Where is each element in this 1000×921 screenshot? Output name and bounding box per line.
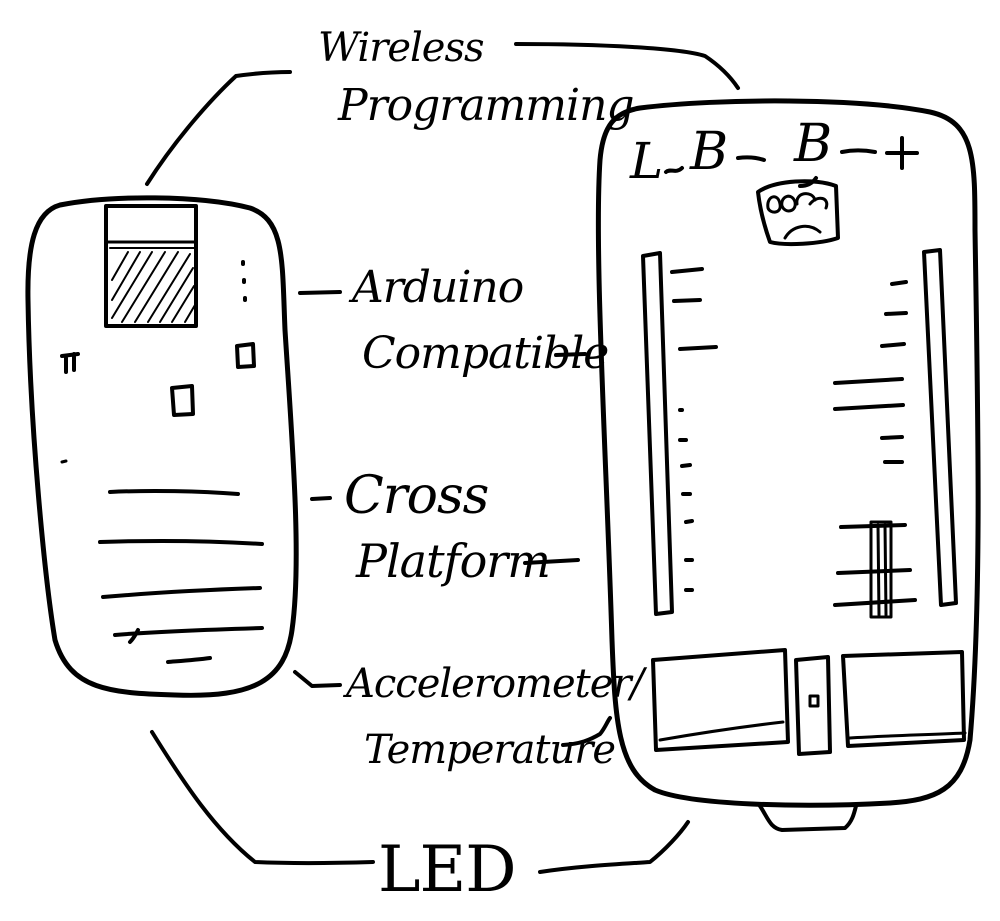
callout-temp-right [561,716,612,747]
callout-accel-left [293,670,342,688]
label-temperature: Temperature [364,727,616,773]
switch-knob [808,694,820,708]
left-device-outline [25,195,299,698]
bottom-tab [758,804,858,832]
bottom-box-left [651,648,790,752]
sensor-square-center [170,384,195,417]
small-tick [60,459,68,464]
battery-component [756,179,840,247]
callout-wireless-left [145,70,292,186]
right-device [595,98,981,832]
usb-module-outline [104,204,198,328]
bottom-box-right-line [848,731,967,740]
callout-arduino-left [298,290,342,295]
label-wireless: Wireless [318,25,485,71]
label-platform: Platform [356,534,551,588]
label-accelerometer: Accelerometer/ [346,661,644,707]
callout-arduino-right [554,352,587,357]
callout-platform-right [523,558,580,565]
sensor-mark-left [60,352,80,374]
sensor-square-right [235,342,256,369]
left-pin-strip [641,251,674,616]
label-compatible: Compatible [362,328,609,379]
right-device-outline [595,98,981,808]
callout-led-right [538,820,690,874]
pin-label-l: L [630,132,663,190]
callout-led-left [150,730,375,866]
right-pin-strip [922,248,958,607]
vertical-component [869,520,893,619]
pin-label-b-second: B [794,114,832,174]
right-pin-dashes [833,280,917,607]
label-cross: Cross [344,466,489,526]
usb-module-hatching [111,251,196,323]
pin-label-b-first: B [690,122,728,182]
bottom-box-left-line [658,720,785,742]
left-device-lines [98,488,264,664]
battery-component-detail [766,192,829,240]
bottom-switch [794,655,832,756]
callout-lines [145,42,740,874]
header-dashes [664,136,919,188]
label-arduino: Arduino [352,262,524,313]
bottom-box-right [841,650,966,748]
left-pin-dashes [670,267,718,592]
left-device-dots [241,260,247,302]
left-device [25,195,299,698]
callout-cross-left [310,496,332,501]
label-led: LED [378,833,517,907]
callout-wireless-right [514,42,740,90]
label-programming: Programming [338,80,635,131]
